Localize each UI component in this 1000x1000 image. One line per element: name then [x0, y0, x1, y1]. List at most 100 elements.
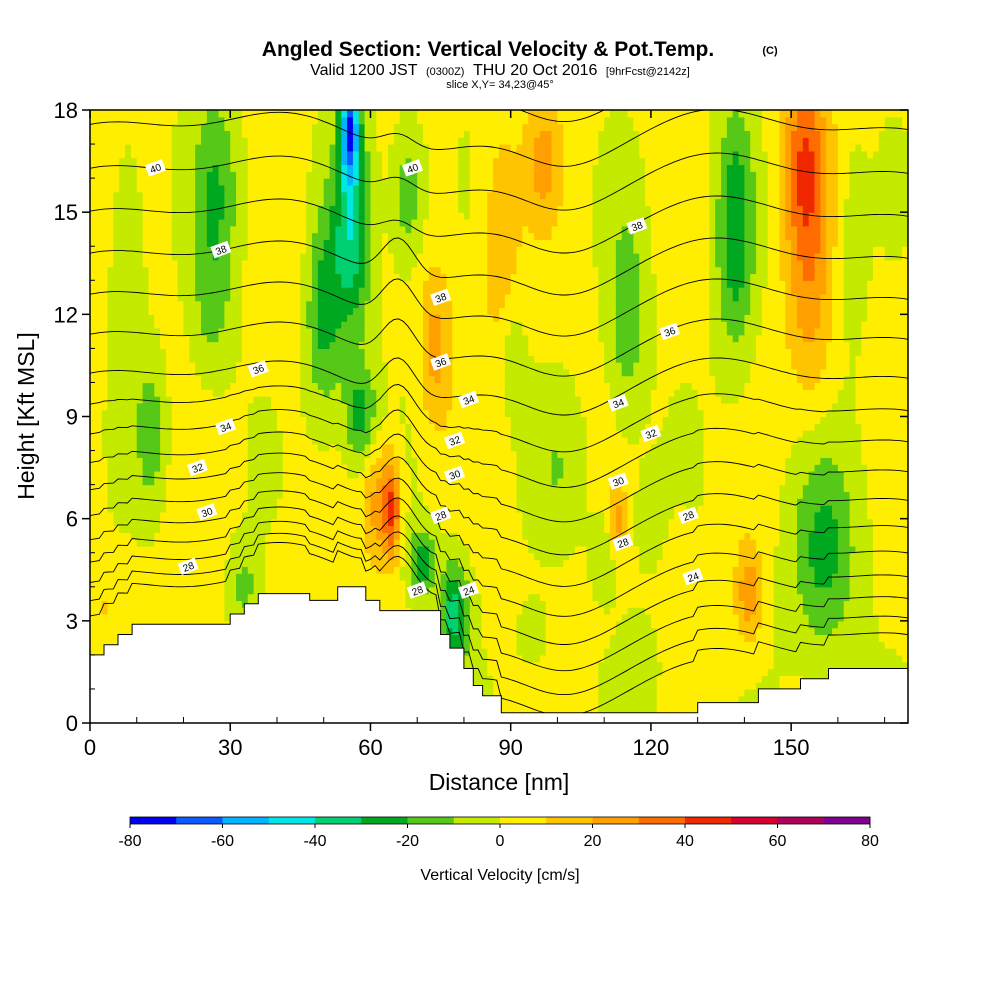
velocity-cell: [241, 402, 249, 411]
velocity-cell: [154, 416, 161, 424]
velocity-cell: [154, 450, 161, 458]
velocity-cell: [230, 457, 237, 465]
velocity-cell: [107, 627, 114, 636]
velocity-cell: [247, 423, 255, 431]
velocity-cell: [376, 327, 383, 336]
velocity-cell: [341, 300, 348, 309]
velocity-cell: [160, 593, 167, 601]
velocity-cell: [241, 559, 249, 567]
velocity-cell: [317, 362, 325, 370]
velocity-cell: [312, 566, 319, 574]
velocity-cell: [201, 450, 208, 458]
velocity-cell: [259, 484, 266, 493]
velocity-cell: [148, 184, 155, 193]
velocity-cell: [312, 491, 319, 499]
velocity-cell: [387, 198, 395, 206]
velocity-cell: [399, 375, 407, 384]
velocity-cell: [101, 123, 109, 132]
velocity-cell: [95, 450, 103, 458]
velocity-cell: [376, 382, 383, 390]
velocity-cell: [195, 436, 202, 445]
velocity-cell: [329, 137, 336, 145]
velocity-cell: [323, 239, 331, 247]
velocity-cell: [288, 498, 296, 506]
velocity-cell: [393, 532, 401, 540]
velocity-cell: [276, 389, 284, 397]
velocity-cell: [393, 566, 401, 574]
velocity-cell: [370, 130, 377, 138]
velocity-cell: [300, 246, 307, 254]
velocity-cell: [247, 586, 255, 595]
velocity-cell: [218, 525, 225, 533]
velocity-cell: [195, 116, 202, 125]
velocity-cell: [206, 498, 214, 506]
velocity-cell: [259, 491, 266, 499]
velocity-cell: [90, 178, 97, 186]
velocity-cell: [253, 184, 261, 193]
velocity-cell: [347, 511, 354, 520]
velocity-cell: [300, 130, 307, 138]
velocity-cell: [230, 137, 237, 145]
velocity-cell: [241, 116, 249, 125]
velocity-cell: [236, 191, 243, 200]
velocity-cell: [306, 362, 313, 370]
velocity-cell: [300, 450, 307, 458]
velocity-cell: [399, 423, 407, 431]
velocity-cell: [206, 239, 214, 247]
velocity-cell: [323, 157, 331, 166]
velocity-cell: [411, 484, 418, 493]
velocity-cell: [165, 416, 173, 424]
velocity-cell: [259, 525, 266, 533]
velocity-cell: [271, 327, 278, 336]
velocity-cell: [393, 150, 401, 159]
velocity-cell: [160, 470, 167, 479]
velocity-cell: [282, 110, 290, 118]
velocity-cell: [218, 184, 225, 193]
velocity-cell: [288, 205, 296, 213]
velocity-cell: [358, 321, 366, 329]
velocity-cell: [195, 566, 202, 574]
velocity-cell: [276, 205, 284, 213]
velocity-cell: [171, 573, 179, 581]
velocity-cell: [300, 178, 307, 186]
velocity-cell: [405, 130, 412, 138]
velocity-cell: [288, 171, 296, 179]
velocity-cell: [253, 157, 261, 166]
velocity-cell: [218, 464, 225, 472]
velocity-cell: [282, 396, 290, 404]
velocity-cell: [276, 130, 284, 138]
velocity-cell: [201, 382, 208, 390]
subtitle-forecast: [9hrFcst@2142z]: [606, 66, 690, 78]
velocity-cell: [107, 436, 114, 445]
velocity-cell: [259, 171, 266, 179]
velocity-cell: [195, 539, 202, 547]
velocity-cell: [253, 450, 261, 458]
velocity-cell: [306, 110, 313, 118]
velocity-cell: [241, 164, 249, 172]
velocity-cell: [189, 443, 196, 452]
velocity-cell: [335, 389, 342, 397]
velocity-cell: [236, 232, 243, 241]
velocity-cell: [247, 375, 255, 384]
velocity-cell: [160, 423, 167, 431]
velocity-cell: [323, 287, 331, 295]
velocity-cell: [399, 355, 407, 363]
velocity-cell: [323, 341, 331, 349]
velocity-cell: [352, 150, 360, 159]
velocity-cell: [276, 218, 284, 227]
velocity-cell: [101, 144, 109, 152]
velocity-cell: [358, 436, 366, 445]
velocity-cell: [95, 205, 103, 213]
velocity-cell: [329, 280, 336, 288]
velocity-cell: [177, 600, 185, 608]
velocity-cell: [195, 130, 202, 138]
velocity-cell: [206, 525, 214, 533]
velocity-cell: [136, 205, 144, 213]
velocity-cell: [265, 184, 272, 193]
velocity-cell: [224, 300, 231, 309]
velocity-cell: [317, 491, 325, 499]
velocity-cell: [253, 436, 261, 445]
velocity-cell: [101, 464, 109, 472]
velocity-cell: [329, 225, 336, 234]
